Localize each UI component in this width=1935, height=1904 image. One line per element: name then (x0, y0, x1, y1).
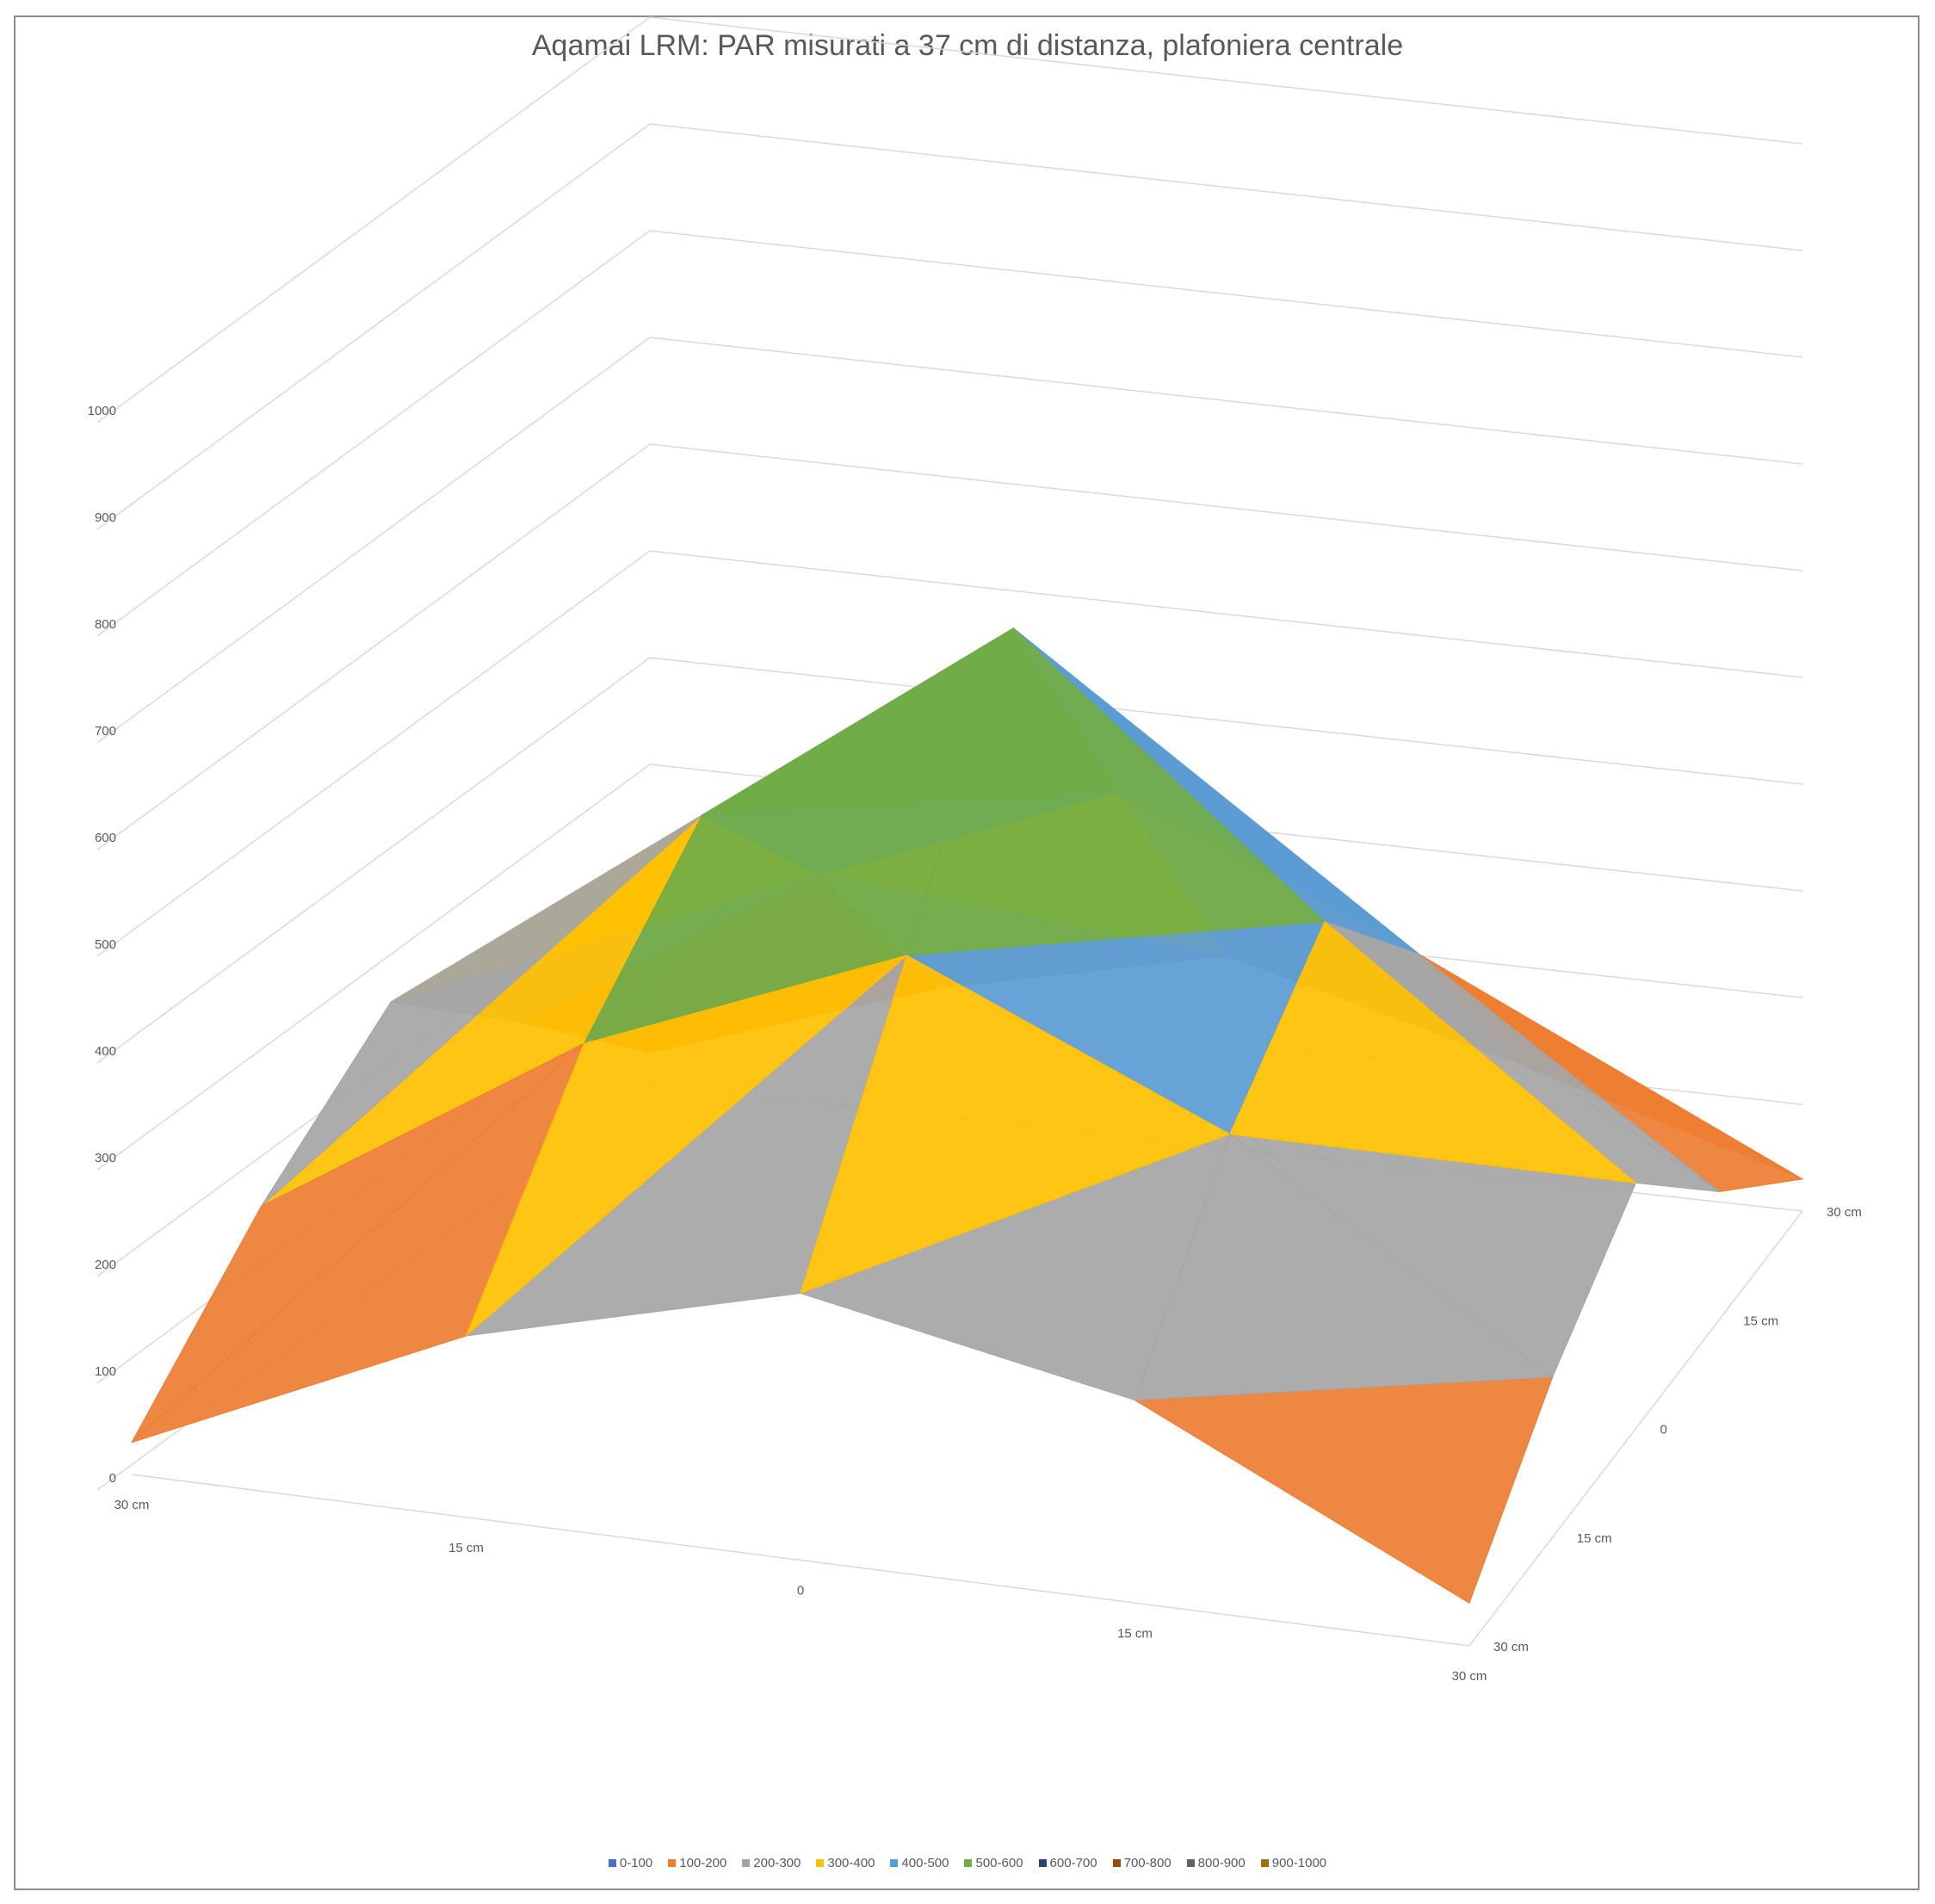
legend-label: 300-400 (827, 1856, 875, 1870)
legend-swatch (742, 1859, 751, 1867)
y-tick-label: 30 cm (1827, 1205, 1862, 1220)
x-tick-label: 30 cm (1452, 1669, 1487, 1684)
z-tick-label: 300 (95, 1151, 116, 1165)
legend-label: 100-200 (679, 1856, 727, 1870)
surface-facet (1133, 1376, 1554, 1604)
x-axis-line (131, 1474, 1470, 1647)
legend-swatch (608, 1859, 616, 1867)
legend-item: 500-600 (964, 1856, 1023, 1870)
legend-label: 800-900 (1197, 1856, 1246, 1870)
surface-facet (800, 955, 1231, 1295)
z-tick-label: 900 (95, 510, 116, 525)
surface-facet (906, 627, 1326, 956)
y-tick-label: 30 cm (1493, 1640, 1529, 1654)
surface-facet (466, 955, 907, 1337)
gridline (96, 123, 1803, 530)
legend-item: 300-400 (816, 1856, 875, 1870)
z-tick-label: 1000 (88, 404, 116, 418)
legend-label: 700-800 (1123, 1856, 1172, 1870)
gridline (96, 763, 1803, 1171)
gridline (96, 443, 1803, 850)
legend-item: 800-900 (1186, 1856, 1246, 1870)
legend-item: 200-300 (742, 1856, 801, 1870)
tick-labels: 0 100 200 300 400 500 600 700 800 900 1000 30 cm 15 … (88, 404, 1862, 1684)
z-tick-label: 500 (95, 937, 116, 952)
z-tick-label: 700 (95, 724, 116, 739)
legend-swatch (1038, 1859, 1047, 1867)
surface-facet (1324, 921, 1720, 1192)
y-tick-label: 15 cm (1743, 1314, 1778, 1328)
surface-facet (1228, 920, 1638, 1184)
z-tick-label: 100 (95, 1364, 116, 1379)
z-tick-label: 0 (109, 1471, 116, 1486)
surface-facet (261, 814, 702, 1207)
legend-swatch (668, 1859, 677, 1867)
y-axis-line (1468, 1210, 1803, 1647)
legend-label: 600-700 (1049, 1856, 1097, 1870)
x-tick-label: 30 cm (114, 1498, 150, 1512)
legend-label: 500-600 (975, 1856, 1023, 1870)
gridline (96, 657, 1803, 1064)
x-tick-label: 15 cm (1117, 1626, 1153, 1641)
legend-item: 900-1000 (1260, 1856, 1327, 1870)
z-tick-label: 600 (95, 831, 116, 845)
z-tick-label: 800 (95, 617, 116, 632)
legend-item: 600-700 (1038, 1856, 1097, 1870)
gridline (96, 337, 1803, 744)
legend-swatch (1186, 1859, 1195, 1867)
legend-item: 700-800 (1112, 1856, 1172, 1870)
z-tick-label: 400 (95, 1044, 116, 1059)
gridline (96, 550, 1803, 957)
legend-label: 200-300 (753, 1856, 801, 1870)
gridline (96, 16, 1803, 423)
legend-swatch (816, 1859, 825, 1867)
legend-swatch (1112, 1859, 1121, 1867)
legend-label: 0-100 (619, 1856, 653, 1870)
legend-swatch (890, 1859, 899, 1867)
legend-label: 900-1000 (1271, 1856, 1327, 1870)
z-tick-label: 200 (95, 1258, 116, 1272)
surface-facet (131, 1042, 584, 1443)
x-tick-label: 15 cm (448, 1541, 484, 1555)
legend-swatch (964, 1859, 973, 1867)
axes (131, 1210, 1803, 1647)
surface-facet (584, 627, 1014, 1044)
x-tick-label: 0 (797, 1584, 804, 1598)
legend-item: 0-100 (608, 1856, 653, 1870)
legend-item: 100-200 (668, 1856, 726, 1870)
surface (131, 627, 1804, 1604)
surface-facet (1134, 1133, 1555, 1401)
legend-item: 400-500 (890, 1856, 949, 1870)
legend-swatch (1260, 1859, 1269, 1867)
y-tick-label: 0 (1660, 1423, 1667, 1437)
legend: 0-100 100-200 200-300 300-400 400-500 500-600… (0, 1856, 1935, 1870)
legend-label: 400-500 (901, 1856, 949, 1870)
chart-title: Aqamai LRM: PAR misurati a 37 cm di dist… (531, 29, 1404, 62)
y-tick-label: 15 cm (1577, 1531, 1612, 1546)
gridline (96, 230, 1803, 637)
